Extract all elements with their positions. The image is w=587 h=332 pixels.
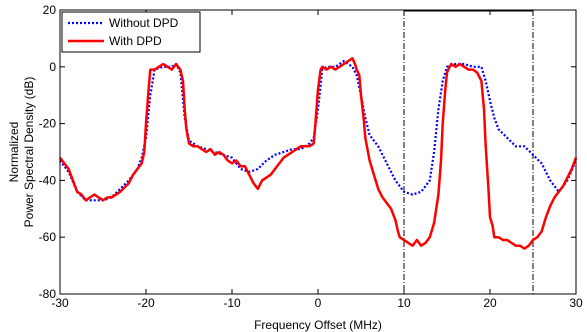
x-tick-label: -20	[137, 296, 155, 310]
x-tick-label: 0	[315, 296, 322, 310]
y-tick-label: 0	[49, 60, 56, 74]
y-tick-label: -80	[39, 287, 57, 301]
y-tick-label: -60	[39, 230, 57, 244]
y-axis-label-line1: Normalized	[7, 122, 21, 183]
x-tick-label: 20	[483, 296, 497, 310]
legend-box	[61, 11, 201, 53]
legend-label-without-dpd: Without DPD	[109, 16, 179, 30]
x-tick-label: -30	[51, 296, 69, 310]
x-tick-label: 30	[569, 296, 583, 310]
legend-label-with-dpd: With DPD	[109, 34, 162, 48]
x-tick-label: -10	[223, 296, 241, 310]
y-axis: -80 -60 -40 -20 0 20	[39, 3, 576, 301]
x-axis: -30 -20 -10 0 10 20 30	[51, 10, 583, 310]
series-line-with-dpd	[59, 57, 578, 250]
x-axis-label: Frequency Offset (MHz)	[254, 318, 382, 332]
x-tick-label: 10	[397, 296, 411, 310]
plot-area	[60, 10, 576, 294]
y-tick-label: 20	[43, 3, 57, 17]
y-tick-label: -20	[39, 117, 57, 131]
y-axis-label-line2: Power Spectral Density (dB)	[22, 77, 36, 228]
y-tick-label: -40	[39, 173, 57, 187]
series-layer	[59, 57, 578, 250]
reference-lines	[403, 10, 534, 294]
series-line-without-dpd	[59, 59, 578, 202]
legend: Without DPD With DPD	[61, 11, 201, 53]
